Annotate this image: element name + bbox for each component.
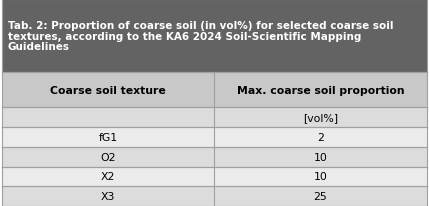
Bar xyxy=(2,127,427,147)
Bar xyxy=(2,167,427,186)
Text: [vol%]: [vol%] xyxy=(303,112,338,122)
Bar xyxy=(2,147,427,167)
Text: 2: 2 xyxy=(317,132,324,142)
Bar xyxy=(2,73,427,108)
Bar xyxy=(2,186,427,206)
Text: 10: 10 xyxy=(314,152,327,162)
Text: X2: X2 xyxy=(101,172,115,181)
Bar xyxy=(2,0,427,73)
Text: O2: O2 xyxy=(100,152,116,162)
Bar xyxy=(2,108,427,127)
Text: Tab. 2: Proportion of coarse soil (in vol%) for selected coarse soil: Tab. 2: Proportion of coarse soil (in vo… xyxy=(8,21,393,31)
Text: textures, according to the KA6 2024 Soil-Scientific Mapping: textures, according to the KA6 2024 Soil… xyxy=(8,31,361,41)
Text: fG1: fG1 xyxy=(98,132,118,142)
Text: Guidelines: Guidelines xyxy=(8,41,70,51)
Text: X3: X3 xyxy=(101,191,115,201)
Text: 10: 10 xyxy=(314,172,327,181)
Text: Max. coarse soil proportion: Max. coarse soil proportion xyxy=(237,85,404,95)
Text: 25: 25 xyxy=(314,191,327,201)
Text: Coarse soil texture: Coarse soil texture xyxy=(50,85,166,95)
